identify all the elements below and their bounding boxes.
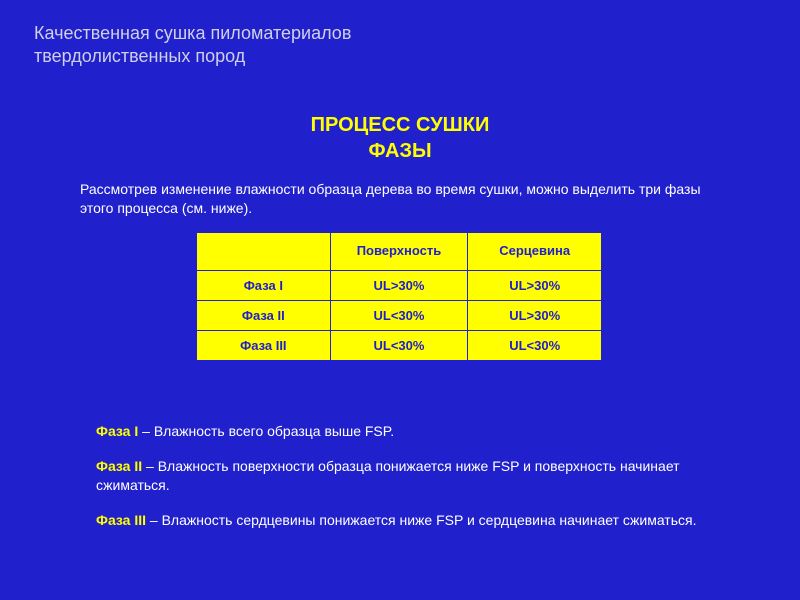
table-cell: UL>30% (330, 271, 468, 301)
table-header-row: Поверхность Серцевина (197, 233, 602, 271)
intro-text: Рассмотрев изменение влажности образца д… (80, 180, 720, 218)
table-cell: UL>30% (468, 301, 602, 331)
phase-note: Фаза I – Влажность всего образца выше FS… (96, 422, 720, 441)
slide-header: Качественная сушка пиломатериалов твердо… (34, 22, 351, 69)
table: Поверхность Серцевина Фаза I UL>30% UL>3… (196, 232, 602, 361)
slide-title: ПРОЦЕСС СУШКИ ФАЗЫ (0, 112, 800, 164)
table-row: Фаза II UL<30% UL>30% (197, 301, 602, 331)
phase-note: Фаза III – Влажность сердцевины понижает… (96, 511, 720, 530)
phases-table: Поверхность Серцевина Фаза I UL>30% UL>3… (196, 232, 602, 361)
phase-note-label: Фаза I (96, 423, 138, 439)
table-cell: UL<30% (468, 331, 602, 361)
table-row: Фаза III UL<30% UL<30% (197, 331, 602, 361)
table-header-cell (197, 233, 331, 271)
phase-note: Фаза II – Влажность поверхности образца … (96, 457, 720, 495)
phase-note-label: Фаза III (96, 512, 146, 528)
table-header-cell: Поверхность (330, 233, 468, 271)
table-cell: Фаза II (197, 301, 331, 331)
table-cell: UL<30% (330, 331, 468, 361)
phase-note-text: – Влажность поверхности образца понижает… (96, 458, 680, 493)
title-line1: ПРОЦЕСС СУШКИ (0, 112, 800, 138)
table-cell: UL<30% (330, 301, 468, 331)
header-line2: твердолиственных пород (34, 45, 351, 68)
title-line2: ФАЗЫ (0, 138, 800, 164)
table-cell: Фаза III (197, 331, 331, 361)
phase-note-label: Фаза II (96, 458, 142, 474)
table-row: Фаза I UL>30% UL>30% (197, 271, 602, 301)
table-cell: UL>30% (468, 271, 602, 301)
phase-notes: Фаза I – Влажность всего образца выше FS… (96, 422, 720, 546)
table-header-cell: Серцевина (468, 233, 602, 271)
phase-note-text: – Влажность сердцевины понижается ниже F… (146, 512, 696, 528)
header-line1: Качественная сушка пиломатериалов (34, 22, 351, 45)
phase-note-text: – Влажность всего образца выше FSP. (138, 423, 394, 439)
table-cell: Фаза I (197, 271, 331, 301)
